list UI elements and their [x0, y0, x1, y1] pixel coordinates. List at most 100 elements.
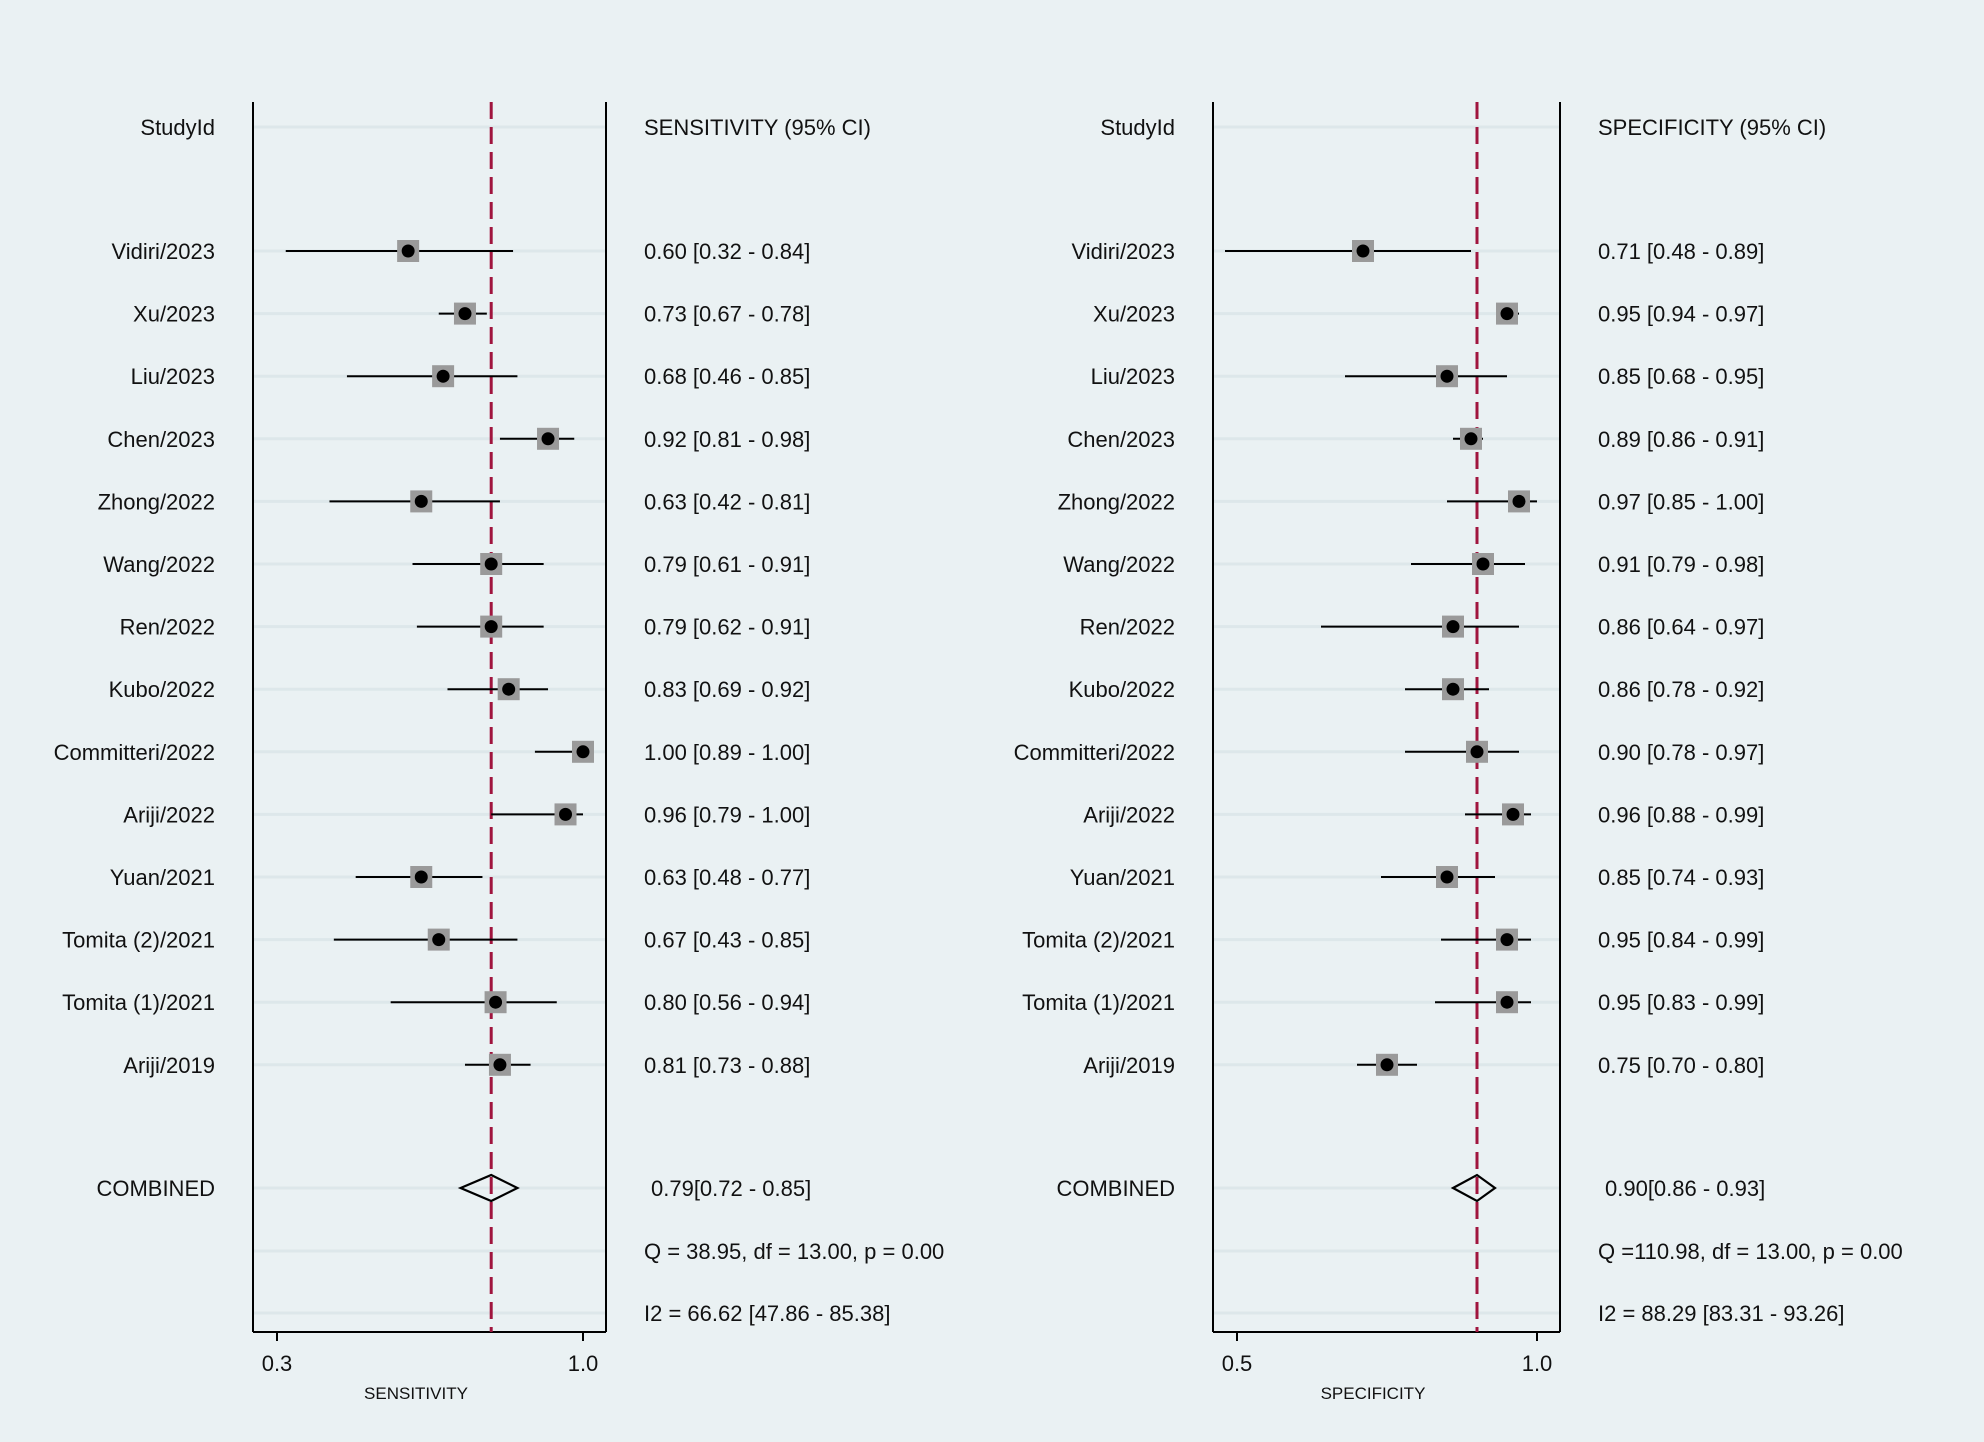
study-name: Chen/2023	[107, 427, 215, 452]
combined-label: COMBINED	[1056, 1176, 1175, 1201]
study-name: Xu/2023	[1093, 302, 1175, 327]
point-estimate-marker	[1476, 557, 1490, 571]
study-estimate-label: 0.95 [0.84 - 0.99]	[1598, 928, 1764, 953]
study-estimate-label: 0.67 [0.43 - 0.85]	[644, 928, 810, 953]
point-estimate-marker	[484, 620, 498, 634]
point-estimate-marker	[414, 870, 428, 884]
study-name: Tomita (1)/2021	[1022, 990, 1175, 1015]
study-name: Xu/2023	[133, 302, 215, 327]
study-estimate-label: 0.90 [0.78 - 0.97]	[1598, 740, 1764, 765]
point-estimate-marker	[1446, 620, 1460, 634]
point-estimate-marker	[1380, 1058, 1394, 1072]
study-estimate-label: 0.86 [0.64 - 0.97]	[1598, 615, 1764, 640]
point-estimate-marker	[1500, 307, 1514, 321]
study-name: Chen/2023	[1067, 427, 1175, 452]
study-estimate-label: 0.63 [0.48 - 0.77]	[644, 865, 810, 890]
study-name: Kubo/2022	[1069, 677, 1175, 702]
study-name: Ariji/2022	[1083, 802, 1175, 827]
study-estimate-label: 0.91 [0.79 - 0.98]	[1598, 552, 1764, 577]
combined-estimate-diamond	[1450, 1173, 1497, 1203]
study-name: Kubo/2022	[109, 677, 215, 702]
point-estimate-marker	[432, 933, 446, 947]
point-estimate-marker	[559, 807, 573, 821]
study-estimate-label: 0.95 [0.94 - 0.97]	[1598, 302, 1764, 327]
x-tick-label: 0.5	[1222, 1351, 1253, 1376]
point-estimate-marker	[1440, 369, 1454, 383]
study-estimate-label: 0.60 [0.32 - 0.84]	[644, 239, 810, 264]
study-name: Vidiri/2023	[111, 239, 215, 264]
study-estimate-label: 0.83 [0.69 - 0.92]	[644, 677, 810, 702]
study-estimate-label: 0.75 [0.70 - 0.80]	[1598, 1053, 1764, 1078]
study-name: Tomita (2)/2021	[1022, 928, 1175, 953]
estimate-header: SPECIFICITY (95% CI)	[1598, 115, 1826, 140]
heterogeneity-i2-statistic: I2 = 66.62 [47.86 - 85.38]	[644, 1301, 890, 1326]
study-estimate-label: 0.96 [0.88 - 0.99]	[1598, 802, 1764, 827]
study-estimate-label: 0.85 [0.68 - 0.95]	[1598, 364, 1764, 389]
combined-estimate-diamond	[457, 1173, 520, 1203]
specificity-forest-panel: 0.5 1.0 SPECIFICITY StudyId SPECIFICITY (95%…	[1014, 102, 1903, 1403]
heterogeneity-i2-statistic: I2 = 88.29 [83.31 - 93.26]	[1598, 1301, 1844, 1326]
point-estimate-marker	[414, 494, 428, 508]
point-estimate-marker	[1470, 745, 1484, 759]
study-estimate-label: 0.92 [0.81 - 0.98]	[644, 427, 810, 452]
study-name: Tomita (2)/2021	[62, 928, 215, 953]
study-name: Ren/2022	[120, 615, 215, 640]
point-estimate-marker	[458, 307, 472, 321]
study-estimate-label: 0.97 [0.85 - 1.00]	[1598, 489, 1764, 514]
study-estimate-label: 0.63 [0.42 - 0.81]	[644, 489, 810, 514]
study-name: Liu/2023	[1091, 364, 1175, 389]
study-estimate-label: 0.89 [0.86 - 0.91]	[1598, 427, 1764, 452]
sensitivity-forest-panel: 0.3 1.0 SENSITIVITY StudyId SENSITIVITY (95%…	[54, 102, 944, 1403]
study-estimate-label: 0.71 [0.48 - 0.89]	[1598, 239, 1764, 264]
x-tick-label: 1.0	[568, 1351, 599, 1376]
study-name: Wang/2022	[1063, 552, 1175, 577]
point-estimate-marker	[1500, 995, 1514, 1009]
point-estimate-marker	[1446, 682, 1460, 696]
study-name: Liu/2023	[131, 364, 215, 389]
study-estimate-label: 0.73 [0.67 - 0.78]	[644, 302, 810, 327]
point-estimate-marker	[1440, 870, 1454, 884]
study-name: Ariji/2019	[1083, 1053, 1175, 1078]
study-name: Ren/2022	[1080, 615, 1175, 640]
study-name: Zhong/2022	[1058, 489, 1175, 514]
point-estimate-marker	[489, 995, 503, 1009]
study-name: Zhong/2022	[98, 489, 215, 514]
point-estimate-marker	[1356, 244, 1370, 258]
study-name: Committeri/2022	[1014, 740, 1175, 765]
combined-estimate-label: 0.79[0.72 - 0.85]	[651, 1176, 811, 1201]
study-estimate-label: 0.95 [0.83 - 0.99]	[1598, 990, 1764, 1015]
study-name: Ariji/2019	[123, 1053, 215, 1078]
heterogeneity-q-statistic: Q = 38.95, df = 13.00, p = 0.00	[644, 1239, 944, 1264]
point-estimate-marker	[1500, 933, 1514, 947]
study-estimate-label: 0.79 [0.62 - 0.91]	[644, 615, 810, 640]
combined-estimate-label: 0.90[0.86 - 0.93]	[1605, 1176, 1765, 1201]
point-estimate-marker	[1512, 494, 1526, 508]
x-axis-title: SPECIFICITY	[1321, 1384, 1426, 1403]
study-estimate-label: 0.68 [0.46 - 0.85]	[644, 364, 810, 389]
point-estimate-marker	[484, 557, 498, 571]
point-estimate-marker	[493, 1058, 507, 1072]
combined-label: COMBINED	[96, 1176, 215, 1201]
x-axis-title: SENSITIVITY	[364, 1384, 468, 1403]
study-name: Yuan/2021	[1070, 865, 1175, 890]
point-estimate-marker	[401, 244, 415, 258]
study-name: Wang/2022	[103, 552, 215, 577]
estimate-header: SENSITIVITY (95% CI)	[644, 115, 871, 140]
study-name: Yuan/2021	[110, 865, 215, 890]
point-estimate-marker	[1464, 432, 1478, 446]
x-tick-label: 1.0	[1522, 1351, 1553, 1376]
study-name: Committeri/2022	[54, 740, 215, 765]
point-estimate-marker	[541, 432, 555, 446]
study-name: Tomita (1)/2021	[62, 990, 215, 1015]
study-estimate-label: 0.96 [0.79 - 1.00]	[644, 802, 810, 827]
study-estimate-label: 0.81 [0.73 - 0.88]	[644, 1053, 810, 1078]
study-estimate-label: 1.00 [0.89 - 1.00]	[644, 740, 810, 765]
study-id-header: StudyId	[140, 115, 215, 140]
x-tick-label: 0.3	[262, 1351, 293, 1376]
study-estimate-label: 0.86 [0.78 - 0.92]	[1598, 677, 1764, 702]
study-estimate-label: 0.85 [0.74 - 0.93]	[1598, 865, 1764, 890]
point-estimate-marker	[576, 745, 590, 759]
heterogeneity-q-statistic: Q =110.98, df = 13.00, p = 0.00	[1598, 1239, 1903, 1264]
study-id-header: StudyId	[1100, 115, 1175, 140]
